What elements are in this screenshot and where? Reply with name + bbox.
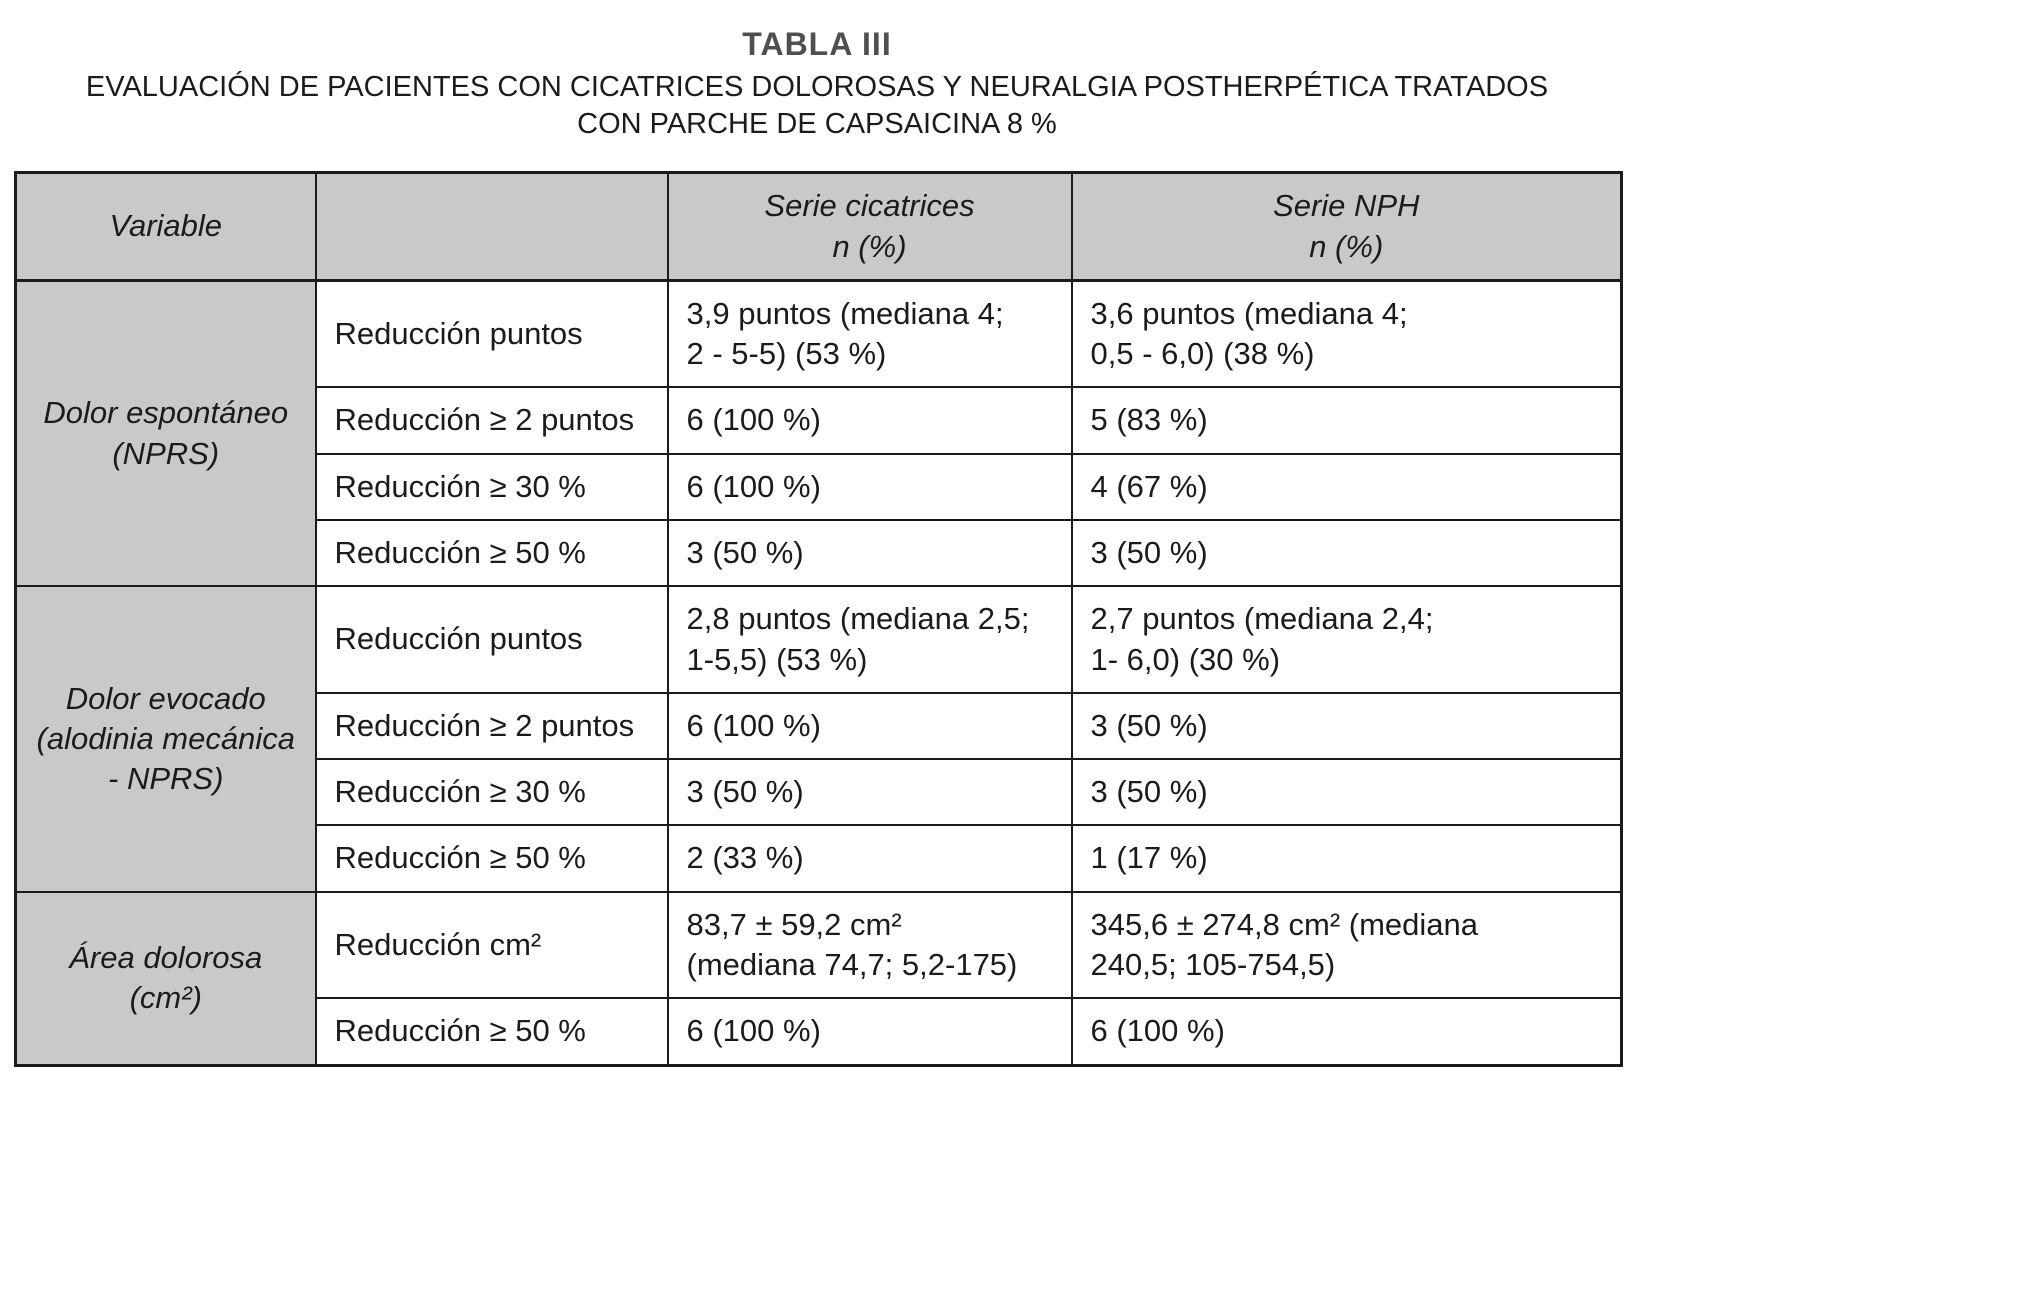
row-label: Reducción ≥ 50 % [314,518,669,588]
cell-serie-cicatrices: 6 (100 %) [666,997,1073,1067]
table-row: Reducción ≥ 2 puntos 6 (100 %) 3 (50 %) [16,691,1623,761]
cell-serie-cicatrices: 3 (50 %) [666,518,1073,588]
cell-serie-nph: 345,6 ± 274,8 cm² (mediana 240,5; 105-75… [1070,890,1623,1000]
content-area: TABLA III EVALUACIÓN DE PACIENTES CON CI… [14,0,1623,1067]
header-row: Variable Serie cicatrices n (%) Serie NP… [14,171,1623,282]
cell-serie-cicatrices: 3,9 puntos (mediana 4; 2 - 5-5) (53 %) [666,279,1073,389]
table-number-title: TABLA III [742,26,892,62]
cell-serie-nph: 4 (67 %) [1070,452,1623,522]
table-caption-line2: CON PARCHE DE CAPSAICINA 8 % [577,108,1057,141]
cell-serie-cicatrices: 3 (50 %) [666,758,1073,827]
cell-serie-nph: 6 (100 %) [1070,997,1623,1067]
cell-serie-nph: 3,6 puntos (mediana 4; 0,5 - 6,0) (38 %) [1070,279,1623,389]
row-label: Reducción puntos [314,585,669,694]
table-row: Área dolorosa (cm²) Reducción cm² 83,7 ±… [14,890,1623,1067]
table-row: Dolor evocado (alodinia mecánica - NPRS)… [14,585,1623,893]
row-label: Reducción ≥ 50 % [314,824,669,893]
variable-area-dolorosa: Área dolorosa (cm²) [14,890,317,1067]
cell-serie-cicatrices: 83,7 ± 59,2 cm² (mediana 74,7; 5,2-175) [666,890,1073,1000]
cell-serie-nph: 3 (50 %) [1070,518,1623,588]
row-label: Reducción ≥ 2 puntos [314,691,669,761]
table-row: Reducción ≥ 30 % 6 (100 %) 4 (67 %) [16,452,1623,522]
table-row: Reducción ≥ 2 puntos 6 (100 %) 5 (83 %) [16,386,1623,455]
cell-serie-nph: 5 (83 %) [1070,386,1623,455]
cell-serie-cicatrices: 6 (100 %) [666,691,1073,761]
table-row: Reducción ≥ 50 % 3 (50 %) 3 (50 %) [16,518,1623,588]
table-row: Reducción ≥ 50 % 2 (33 %) 1 (17 %) [16,824,1623,893]
cell-serie-cicatrices: 6 (100 %) [666,386,1073,455]
cell-serie-nph: 2,7 puntos (mediana 2,4; 1- 6,0) (30 %) [1070,585,1623,694]
row-label: Reducción ≥ 30 % [314,452,669,522]
row-label: Reducción ≥ 30 % [314,758,669,827]
cell-serie-cicatrices: 2,8 puntos (mediana 2,5; 1-5,5) (53 %) [666,585,1073,694]
header-serie-cicatrices: Serie cicatrices n (%) [666,171,1073,282]
header-blank [314,171,669,282]
row-label: Reducción ≥ 2 puntos [314,386,669,455]
cell-serie-cicatrices: 2 (33 %) [666,824,1073,893]
table-caption-line1: EVALUACIÓN DE PACIENTES CON CICATRICES D… [85,71,1549,103]
row-label: Reducción cm² [314,890,669,1000]
cell-serie-nph: 3 (50 %) [1070,758,1623,827]
table-title-block: TABLA III EVALUACIÓN DE PACIENTES CON CI… [14,26,1620,143]
header-variable: Variable [14,171,317,282]
table-row: Dolor espontáneo (NPRS) Reducción puntos… [14,279,1623,588]
header-serie-nph: Serie NPH n (%) [1070,171,1623,282]
results-table: Variable Serie cicatrices n (%) Serie NP… [14,171,1623,1067]
row-label: Reducción ≥ 50 % [314,997,669,1067]
row-label: Reducción puntos [314,279,669,389]
cell-serie-nph: 3 (50 %) [1070,691,1623,761]
table-row: Reducción ≥ 50 % 6 (100 %) 6 (100 %) [16,997,1623,1067]
cell-serie-cicatrices: 6 (100 %) [666,452,1073,522]
cell-serie-nph: 1 (17 %) [1070,824,1623,893]
variable-dolor-espontaneo: Dolor espontáneo (NPRS) [14,279,317,588]
table-row: Reducción ≥ 30 % 3 (50 %) 3 (50 %) [16,758,1623,827]
variable-dolor-evocado: Dolor evocado (alodinia mecánica - NPRS) [14,585,317,893]
